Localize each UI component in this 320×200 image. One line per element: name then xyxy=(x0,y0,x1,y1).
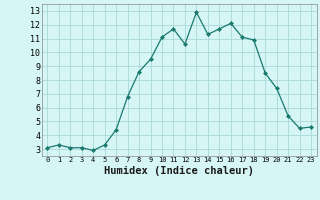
X-axis label: Humidex (Indice chaleur): Humidex (Indice chaleur) xyxy=(104,166,254,176)
